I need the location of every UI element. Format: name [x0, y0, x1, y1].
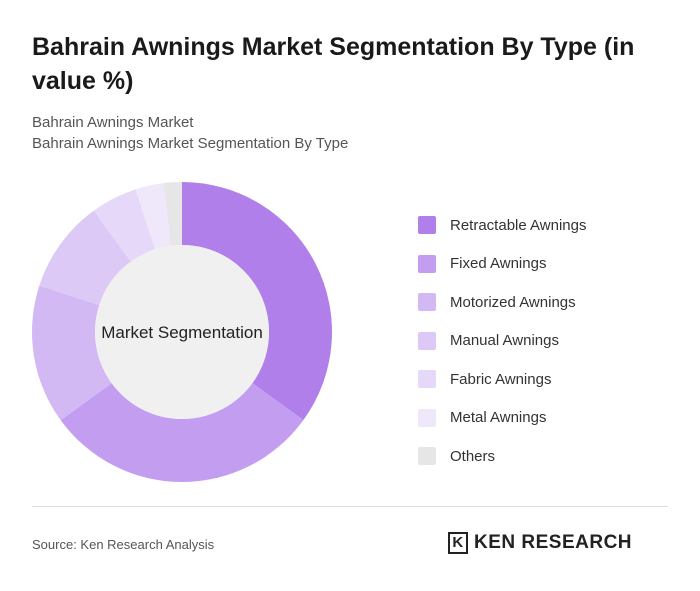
- source: Source: Ken Research Analysis: [32, 537, 215, 552]
- legend-swatch: [418, 331, 436, 350]
- donut-chart: Market Segmentation: [32, 182, 332, 482]
- donut-slice: [39, 210, 131, 306]
- donut-slice: [163, 182, 182, 246]
- legend-item: Manual Awnings: [418, 322, 586, 361]
- donut-slice: [32, 285, 112, 421]
- legend-label: Motorized Awnings: [450, 293, 576, 311]
- legend: Retractable Awnings Fixed Awnings Motorize…: [418, 206, 586, 476]
- legend-label: Others: [450, 447, 496, 465]
- legend-item: Retractable Awnings: [418, 206, 586, 245]
- legend-swatch: [418, 216, 436, 235]
- legend-label: Metal Awnings: [450, 409, 547, 427]
- donut-slice: [93, 189, 156, 262]
- donut-slice: [60, 383, 304, 482]
- center-label: Market Segmentation: [101, 323, 263, 342]
- subtitle: Bahrain Awnings Market Segmentation By T…: [32, 135, 349, 152]
- legend-label: Fabric Awnings: [450, 370, 552, 388]
- legend-swatch: [418, 293, 436, 312]
- legend-item: Fixed Awnings: [418, 245, 586, 284]
- legend-swatch: [418, 447, 436, 466]
- legend-label: Retractable Awnings: [450, 216, 587, 234]
- legend-item: Metal Awnings: [418, 399, 586, 438]
- chart-title: Bahrain Awnings Market Segmentation By T…: [32, 33, 635, 95]
- donut-slice: [182, 182, 332, 421]
- legend-swatch: [418, 254, 436, 273]
- legend-item: Others: [418, 437, 586, 476]
- donut-slice: [135, 183, 172, 250]
- legend-item: Fabric Awnings: [418, 360, 586, 399]
- logo-text: KEN RESEARCH: [474, 532, 633, 553]
- legend-label: Manual Awnings: [450, 332, 559, 350]
- legend-swatch: [418, 370, 436, 389]
- logo: K KEN RESEARCH: [448, 532, 632, 554]
- divider: [32, 506, 668, 507]
- breadcrumb: Bahrain Awnings Market: [32, 114, 194, 131]
- legend-label: Fixed Awnings: [450, 255, 547, 273]
- donut-hole: [95, 245, 269, 419]
- legend-swatch: [418, 408, 436, 427]
- legend-item: Motorized Awnings: [418, 283, 586, 322]
- logo-icon: K: [448, 532, 468, 554]
